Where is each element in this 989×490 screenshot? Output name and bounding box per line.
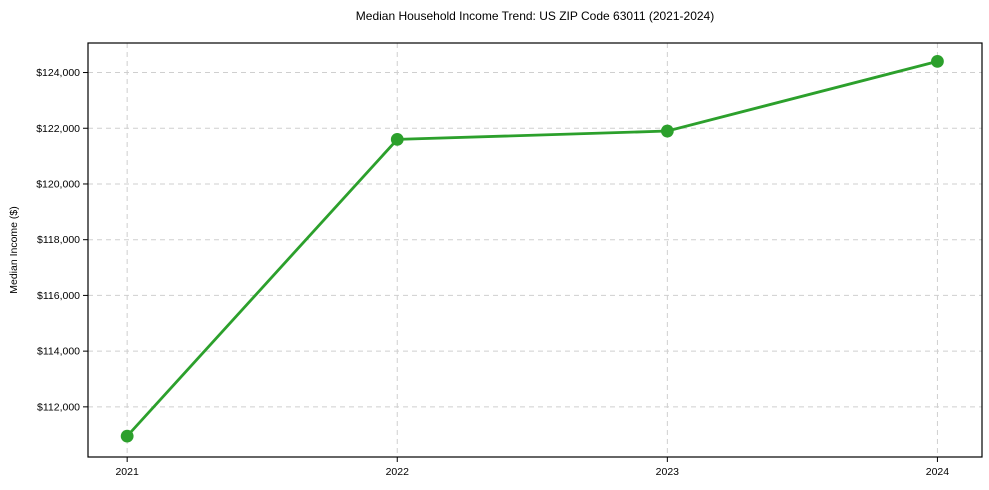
y-tick-label: $114,000 <box>37 346 80 358</box>
y-tick-label: $112,000 <box>37 401 80 413</box>
x-tick-label: 2024 <box>926 466 950 478</box>
chart-title: Median Household Income Trend: US ZIP Co… <box>355 9 715 23</box>
data-point-marker <box>660 124 674 138</box>
x-tick-label: 2022 <box>386 466 410 478</box>
ticks-group <box>83 72 938 462</box>
income-trend-line <box>125 59 939 438</box>
axes-frame-group <box>87 42 983 458</box>
x-tick-label: 2023 <box>656 466 680 478</box>
data-point-marker <box>931 54 944 68</box>
axes-frame <box>87 42 983 458</box>
x-tick-label: 2021 <box>115 466 139 478</box>
y-tick-label: $118,000 <box>37 234 80 246</box>
series-group <box>120 54 944 443</box>
data-point-marker <box>390 132 404 146</box>
data-point-marker <box>120 429 134 443</box>
y-tick-label: $122,000 <box>36 123 80 135</box>
y-axis-label: Median Income ($) <box>8 206 20 294</box>
tick-labels-group: $112,000 $114,000 $116,000 $118,000 $120,000… <box>36 67 949 478</box>
gridlines-group <box>88 43 982 457</box>
y-tick-label: $124,000 <box>36 67 80 79</box>
y-tick-label: $120,000 <box>36 178 80 190</box>
y-tick-label: $116,000 <box>37 290 80 302</box>
